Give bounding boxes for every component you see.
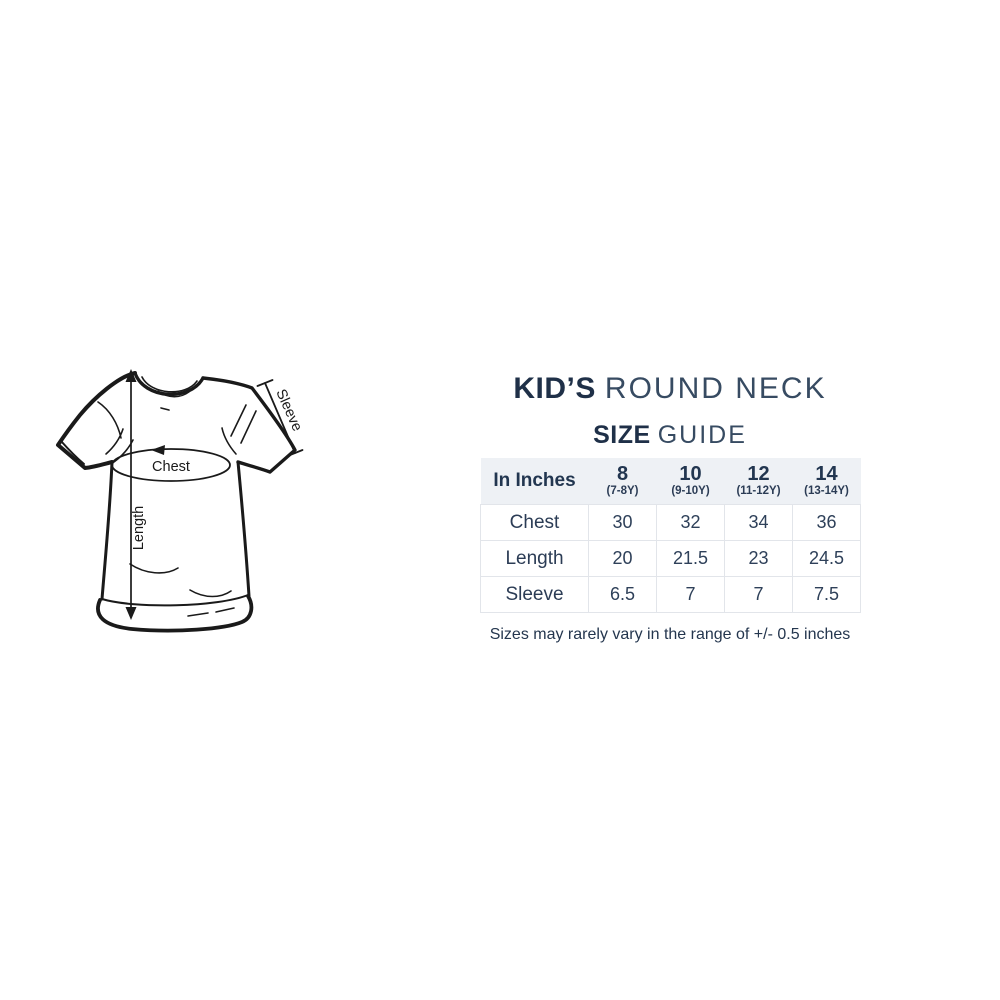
sleeve-value-cell: 7 [656, 576, 725, 613]
length-label: Length [131, 506, 147, 550]
tshirt-wrinkle-right-sleeve-1 [230, 404, 247, 437]
tshirt-wrinkle-right-armpit [221, 427, 237, 455]
tshirt-wrinkle-left-armpit-2 [113, 439, 134, 463]
size-number: 10 [679, 463, 702, 485]
length-value-cell: 20 [588, 540, 657, 577]
chest-value-cell: 36 [792, 504, 861, 541]
row-label-sleeve: Sleeve [480, 576, 589, 613]
row-label-chest: Chest [480, 504, 589, 541]
tshirt-wrinkle-body-left [129, 563, 179, 574]
table-row-chest: Chest 30 32 34 36 [480, 504, 861, 541]
size-age-range: (9-10Y) [671, 485, 710, 497]
size-number: 14 [815, 463, 838, 485]
tshirt-hem-dash-2 [215, 607, 235, 613]
chest-value-cell: 30 [588, 504, 657, 541]
sleeve-value-cell: 6.5 [588, 576, 657, 613]
size-age-range: (7-8Y) [606, 485, 639, 497]
page-subtitle-light: GUIDE [657, 421, 747, 449]
tshirt-hem-dash-1 [187, 612, 209, 617]
size-table-header: In Inches 8 (7-8Y) 10 (9-10Y) 12 (11-12Y… [480, 458, 861, 505]
tshirt-collar [133, 371, 205, 397]
length-arrow-down-icon [125, 607, 137, 620]
tshirt-left-cuff-seam [60, 440, 85, 465]
chest-arrow-icon [151, 445, 165, 455]
size-header-cell-10: 10 (9-10Y) [656, 458, 725, 505]
page-subtitle: SIZE GUIDE [480, 421, 860, 449]
tshirt-hem-bottom [96, 594, 254, 633]
page-title-light: ROUND NECK [604, 372, 827, 405]
tshirt-right-cuff-seam [270, 451, 293, 472]
tshirt-wrinkle-left-armpit-1 [105, 428, 124, 455]
size-header-cell-8: 8 (7-8Y) [588, 458, 657, 505]
chest-dimension-ellipse [111, 448, 231, 482]
sleeve-value-cell: 7 [724, 576, 793, 613]
chest-value-cell: 34 [724, 504, 793, 541]
tshirt-collar-inner [141, 376, 198, 393]
tshirt-wrinkle-right-sleeve-2 [240, 410, 257, 444]
tshirt-wrinkle-left-sleeve [97, 401, 122, 439]
table-row-sleeve: Sleeve 6.5 7 7 7.5 [480, 576, 861, 613]
tshirt-body-right [236, 460, 251, 598]
sleeve-dimension-cap-bottom [286, 449, 304, 457]
length-value-cell: 21.5 [656, 540, 725, 577]
size-age-range: (11-12Y) [736, 485, 781, 497]
header-row: In Inches 8 (7-8Y) 10 (9-10Y) 12 (11-12Y… [480, 458, 861, 505]
page-subtitle-bold: SIZE [593, 421, 651, 449]
size-table-body: Chest 30 32 34 36 Length 20 21.5 23 24.5… [480, 504, 861, 613]
tshirt-body-left [100, 460, 114, 601]
size-header-cell-14: 14 (13-14Y) [792, 458, 861, 505]
size-number: 8 [616, 463, 629, 485]
unit-header-cell: In Inches [480, 458, 589, 505]
tshirt-collar-detail [157, 390, 190, 398]
size-number: 12 [747, 463, 770, 485]
length-value-cell: 23 [724, 540, 793, 577]
size-tolerance-note: Sizes may rarely vary in the range of +/… [489, 626, 851, 643]
sleeve-dimension-cap-top [256, 379, 274, 387]
sleeve-dimension-line [264, 382, 296, 454]
length-value-cell: 24.5 [792, 540, 861, 577]
tshirt-collar-dash [160, 407, 170, 411]
sleeve-value-cell: 7.5 [792, 576, 861, 613]
tshirt-measurement-diagram: Chest Length Sleeve [40, 350, 320, 640]
chest-label: Chest [152, 459, 190, 475]
size-table: In Inches 8 (7-8Y) 10 (9-10Y) 12 (11-12Y… [480, 458, 861, 613]
tshirt-left-sleeve [56, 371, 137, 470]
page-title-bold: KID’S [513, 372, 596, 405]
tshirt-right-sleeve [201, 376, 297, 474]
tshirt-hem-top [101, 594, 249, 607]
page-title: KID’S ROUND NECK [480, 372, 860, 406]
row-label-length: Length [480, 540, 589, 577]
size-header-cell-12: 12 (11-12Y) [724, 458, 793, 505]
tshirt-line-art: Chest Length Sleeve [56, 369, 305, 633]
length-arrow-up-icon [125, 369, 137, 382]
tshirt-wrinkle-body-right [189, 589, 232, 598]
table-row-length: Length 20 21.5 23 24.5 [480, 540, 861, 577]
chest-value-cell: 32 [656, 504, 725, 541]
size-age-range: (13-14Y) [804, 485, 849, 497]
